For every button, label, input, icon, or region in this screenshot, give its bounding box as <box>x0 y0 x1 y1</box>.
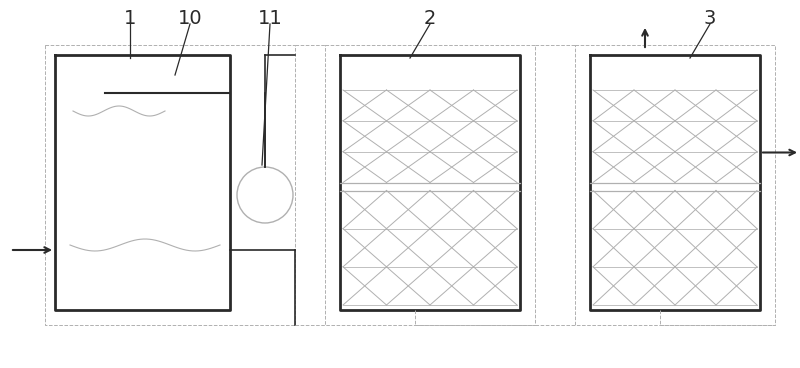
Text: 1: 1 <box>124 8 136 28</box>
Text: 10: 10 <box>178 8 202 28</box>
Text: 3: 3 <box>704 8 716 28</box>
Text: 11: 11 <box>258 8 282 28</box>
Text: 2: 2 <box>424 8 436 28</box>
